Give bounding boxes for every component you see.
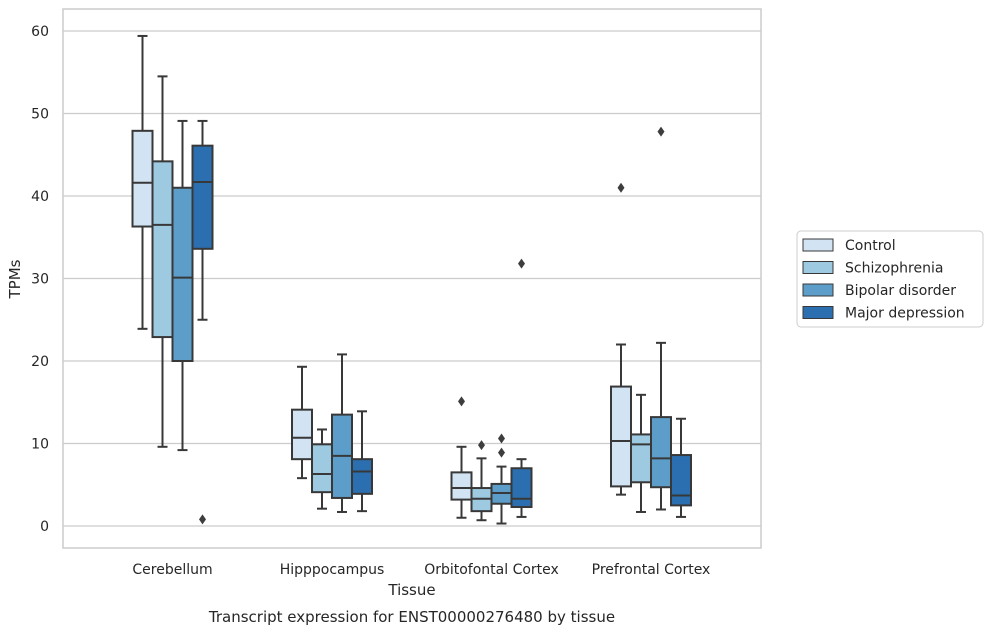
outlier-point-0 (518, 258, 525, 269)
legend-swatch-1 (802, 261, 834, 274)
box-iqr (450, 471, 473, 501)
legend-label-1: Schizophrenia (845, 261, 943, 277)
y-axis-title: TPMs (6, 259, 24, 299)
y-tick-labels: 0 10 20 30 40 50 60 (31, 24, 49, 535)
box-layer (131, 34, 692, 525)
y-tick-label-20: 20 (31, 354, 49, 370)
outlier-point-0 (458, 396, 465, 407)
box-iqr (191, 144, 214, 250)
outlier-point-0 (199, 514, 206, 525)
x-tick-label-1: Hipppocampus (280, 562, 385, 578)
outlier-point-0 (617, 182, 625, 193)
box-1-3 (351, 410, 373, 513)
box-iqr (650, 416, 672, 489)
box-iqr (670, 454, 692, 507)
y-tick-label-10: 10 (31, 437, 49, 453)
x-tick-label-0: Cerebellum (132, 562, 212, 578)
box-0-2 (171, 119, 194, 452)
y-tick-label-60: 60 (31, 24, 49, 40)
box-iqr (171, 186, 194, 362)
chart-caption: Transcript expression for ENST0000027648… (208, 608, 615, 626)
y-tick-label-30: 30 (31, 272, 49, 288)
box-3-2 (650, 126, 672, 511)
outlier-point-0 (498, 447, 505, 458)
legend: Control Schizophrenia Bipolar disorder Majo… (796, 230, 984, 328)
legend-swatch-2 (802, 283, 834, 297)
box-1-1 (311, 428, 333, 510)
legend-swatch-0 (802, 238, 834, 252)
outlier-point-0 (657, 126, 665, 137)
outlier-point-0 (478, 440, 485, 451)
box-iqr (291, 408, 313, 461)
box-iqr (351, 458, 373, 495)
box-1-0 (291, 365, 313, 480)
outlier-point-1 (498, 433, 505, 444)
box-iqr (151, 160, 174, 339)
box-iqr (630, 433, 652, 484)
x-tick-label-2: Orbitofontal Cortex (424, 562, 559, 578)
legend-swatch-3 (802, 306, 834, 319)
box-0-0 (131, 34, 154, 330)
box-0-3 (191, 119, 214, 525)
x-tick-label-3: Prefrontal Cortex (592, 562, 711, 578)
box-2-2 (490, 433, 513, 525)
box-1-2 (331, 353, 353, 513)
x-tick-labels: Cerebellum Hipppocampus Orbitofontal Corte… (132, 562, 710, 578)
box-3-3 (670, 417, 692, 518)
x-axis-title: Tissue (387, 581, 435, 599)
box-3-1 (630, 393, 652, 513)
box-2-3 (510, 258, 533, 518)
legend-label-0: Control (845, 238, 896, 254)
box-iqr (610, 385, 632, 488)
y-tick-label-0: 0 (40, 519, 49, 535)
legend-label-2: Bipolar disorder (845, 283, 956, 299)
legend-frame (796, 230, 984, 328)
legend-label-3: Major depression (845, 306, 965, 322)
box-iqr (131, 129, 154, 228)
plot-frame (62, 8, 762, 549)
box-iqr (311, 443, 333, 494)
box-0-1 (151, 75, 174, 448)
box-iqr (510, 467, 533, 509)
box-2-0 (450, 396, 473, 519)
box-3-0 (610, 182, 632, 496)
box-2-1 (470, 440, 493, 522)
y-tick-label-40: 40 (31, 189, 49, 205)
y-tick-label-50: 50 (31, 107, 49, 123)
